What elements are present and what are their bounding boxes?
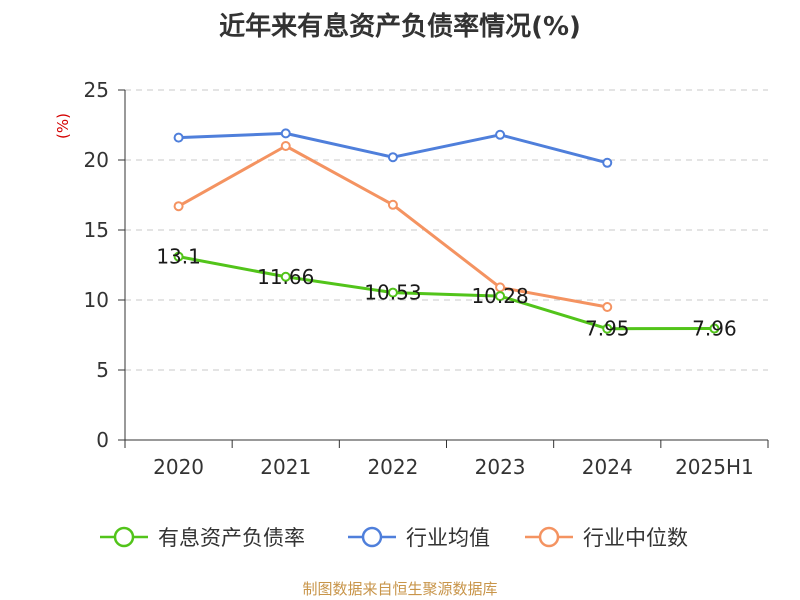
data-label: 7.96 (692, 317, 737, 341)
legend-label: 行业中位数 (583, 526, 688, 550)
data-point (495, 291, 506, 302)
data-point (602, 323, 613, 334)
y-axis-unit-label: (%) (54, 113, 72, 139)
data-point (387, 199, 398, 210)
data-label: 13.1 (156, 245, 201, 269)
legend-marker (538, 526, 560, 548)
x-tick-label: 2020 (153, 455, 204, 479)
y-tick-label: 5 (96, 358, 109, 382)
data-point (602, 302, 613, 312)
data-point (709, 323, 720, 334)
data-labels: 13.1 11.66 10.53 10.28 7.95 7.96 (156, 245, 736, 341)
legend: 有息资产负债率 行业均值 行业中位数 (100, 526, 688, 550)
data-point (387, 152, 398, 163)
data-point (602, 157, 613, 168)
data-point (495, 129, 506, 140)
y-tick-label: 15 (84, 218, 109, 242)
legend-label: 有息资产负债率 (158, 526, 305, 550)
legend-label: 行业均值 (406, 526, 490, 550)
x-tick-label: 2025H1 (675, 455, 754, 479)
x-tick-label: 2021 (260, 455, 311, 479)
data-point (280, 271, 291, 282)
data-label: 10.28 (471, 284, 528, 308)
legend-marker (113, 526, 135, 548)
x-tick-label: 2023 (475, 455, 526, 479)
data-point (387, 287, 398, 298)
data-point (173, 251, 184, 262)
y-tick-label: 25 (84, 78, 109, 102)
legend-marker (361, 526, 383, 548)
axes: 0 5 10 15 20 25 2020 2021 2022 2023 2024 2025H1 (%) (54, 78, 769, 479)
data-point (280, 141, 291, 151)
data-label: 7.95 (585, 317, 630, 341)
data-point (173, 132, 184, 143)
source-note: 制图数据来自恒生聚源数据库 (302, 580, 498, 598)
y-tick-label: 10 (84, 288, 109, 312)
series-line-0 (178, 255, 715, 331)
x-tick-label: 2022 (367, 455, 418, 479)
data-point (280, 128, 291, 139)
series-lines (173, 128, 720, 334)
x-tick-label: 2024 (582, 455, 633, 479)
data-point (173, 201, 184, 212)
y-tick-label: 0 (96, 428, 109, 452)
grid-lines (125, 89, 768, 371)
y-tick-label: 20 (84, 148, 109, 172)
data-label: 11.66 (257, 265, 314, 289)
chart-title: 近年来有息资产负债率情况(%) (219, 12, 581, 42)
data-label: 10.53 (364, 281, 421, 305)
